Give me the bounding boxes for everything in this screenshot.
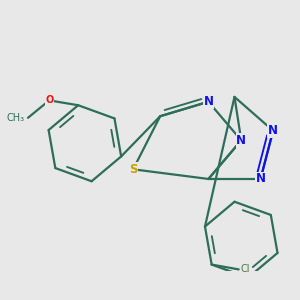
Text: O: O [45, 95, 53, 105]
Text: N: N [203, 95, 213, 108]
Text: N: N [268, 124, 278, 137]
Text: N: N [256, 172, 266, 185]
Text: Cl: Cl [241, 264, 250, 274]
Text: N: N [236, 134, 246, 147]
Text: CH₃: CH₃ [6, 113, 24, 123]
Text: S: S [129, 163, 137, 176]
